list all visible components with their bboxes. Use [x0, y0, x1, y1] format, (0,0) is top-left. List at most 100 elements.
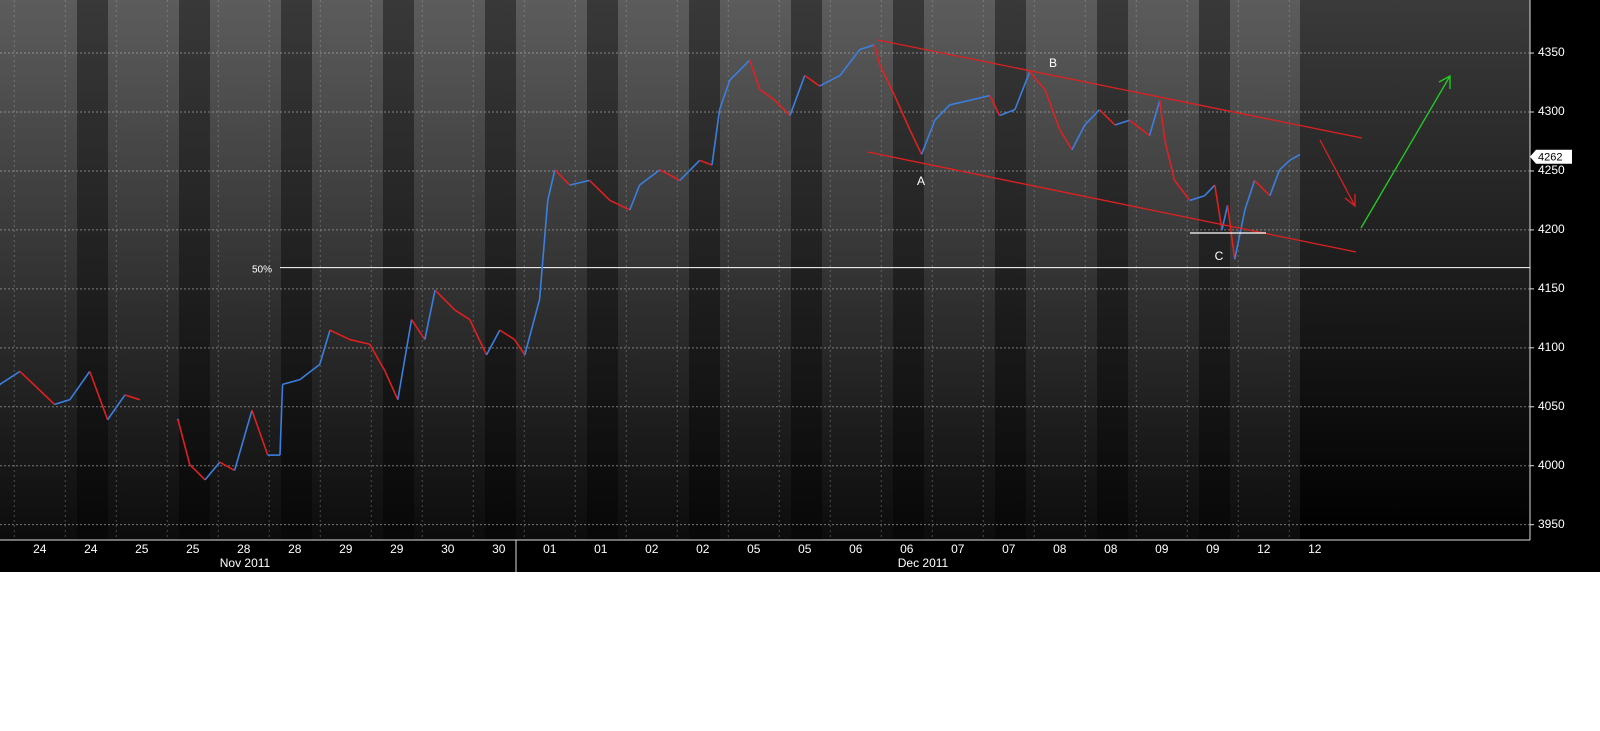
price-segment — [1059, 129, 1073, 151]
future-background — [1300, 0, 1530, 540]
price-segment — [804, 74, 821, 87]
wave-label: A — [917, 174, 925, 188]
y-tick-label: 3950 — [1538, 517, 1565, 531]
x-tick-label: 08 — [1104, 542, 1118, 556]
y-tick-label: 4100 — [1538, 340, 1565, 354]
x-tick-label: 05 — [747, 542, 761, 556]
price-segment — [546, 169, 556, 201]
price-segment — [729, 59, 751, 81]
month-label: Nov 2011 — [220, 556, 271, 570]
price-segment — [424, 289, 436, 340]
x-tick-label: 12 — [1257, 542, 1271, 556]
price-segment — [1044, 89, 1061, 130]
wave-label: B — [1049, 56, 1057, 70]
price-segment — [1254, 179, 1271, 197]
stripe — [383, 0, 414, 540]
price-segment — [1164, 140, 1176, 181]
x-tick-label: 07 — [1002, 542, 1016, 556]
price-segment — [1221, 204, 1229, 231]
x-tick-label: 01 — [594, 542, 608, 556]
x-tick-label: 09 — [1206, 542, 1220, 556]
retracement-label: 50% — [252, 264, 272, 275]
price-segment — [19, 370, 41, 391]
arrow-down-head — [1344, 194, 1356, 208]
price-segment — [609, 199, 631, 211]
x-tick-label: 06 — [849, 542, 863, 556]
x-tick-label: 07 — [951, 542, 965, 556]
stripes — [77, 0, 1230, 540]
price-segment — [177, 419, 191, 465]
y-tick-label: 4000 — [1538, 458, 1565, 472]
price-segment — [969, 94, 991, 101]
price-segment — [1214, 184, 1223, 231]
price-segment — [839, 49, 861, 76]
price-segment — [282, 378, 301, 386]
price-segment — [934, 104, 951, 121]
price-segment — [879, 64, 896, 96]
price-segment — [859, 44, 875, 51]
x-tick-label: 30 — [441, 542, 455, 556]
x-tick-label: 25 — [135, 542, 149, 556]
stripe — [1097, 0, 1128, 540]
last-price-tag — [1530, 149, 1572, 164]
price-segment — [219, 461, 235, 472]
price-segment — [893, 95, 911, 131]
price-segment — [718, 79, 731, 110]
wave-label: C — [1215, 249, 1224, 263]
price-segment — [1129, 119, 1151, 137]
price-segment — [1014, 71, 1031, 110]
x-tick-label: 28 — [237, 542, 251, 556]
x-tick-label: 24 — [84, 542, 98, 556]
x-tick-label: 01 — [543, 542, 557, 556]
stripe — [1199, 0, 1230, 540]
price-segment — [789, 75, 806, 116]
price-segment — [329, 329, 351, 341]
price-segment — [0, 370, 21, 386]
x-axis-band — [0, 540, 1530, 572]
price-segment — [554, 169, 571, 186]
price-segment — [711, 109, 721, 166]
price-segment — [538, 200, 549, 300]
x-tick-label: 24 — [33, 542, 47, 556]
price-segment — [485, 329, 501, 356]
price-segment — [1279, 159, 1291, 171]
price-segment — [1189, 194, 1205, 202]
y-tick-label: 4150 — [1538, 281, 1565, 295]
price-segment — [989, 95, 1001, 116]
stripe — [77, 0, 108, 540]
price-segment — [1029, 71, 1046, 91]
stripe — [689, 0, 720, 540]
price-segment — [629, 184, 641, 211]
last-price-label: 4262 — [1538, 152, 1562, 164]
price-segment — [639, 169, 661, 186]
x-tick-label: 29 — [390, 542, 404, 556]
price-segment — [1084, 109, 1101, 126]
price-segment — [748, 59, 761, 90]
price-segment — [39, 389, 56, 405]
price-segment — [69, 370, 91, 401]
x-tick-label: 29 — [339, 542, 353, 556]
price-segment — [468, 319, 488, 356]
price-segment — [873, 44, 881, 66]
x-tick-label: 02 — [696, 542, 710, 556]
price-segment — [1158, 100, 1166, 141]
stripe — [893, 0, 924, 540]
price-segment — [1204, 184, 1216, 197]
x-tick-label: 05 — [798, 542, 812, 556]
price-segment — [1289, 153, 1301, 162]
price-segment — [999, 108, 1016, 117]
x-tick-label: 02 — [645, 542, 659, 556]
price-segment — [569, 179, 590, 186]
price-segment — [1173, 179, 1191, 201]
x-tick-label: 25 — [186, 542, 200, 556]
price-segment — [1114, 119, 1130, 126]
x-tick-label: 12 — [1308, 542, 1322, 556]
price-segment — [233, 410, 253, 471]
price-segment — [949, 99, 971, 106]
x-tick-label: 30 — [492, 542, 506, 556]
price-segment — [1233, 209, 1246, 260]
month-label: Dec 2011 — [898, 556, 949, 570]
stripe — [995, 0, 1026, 540]
price-segment — [1148, 99, 1161, 136]
price-segment — [1226, 205, 1236, 260]
